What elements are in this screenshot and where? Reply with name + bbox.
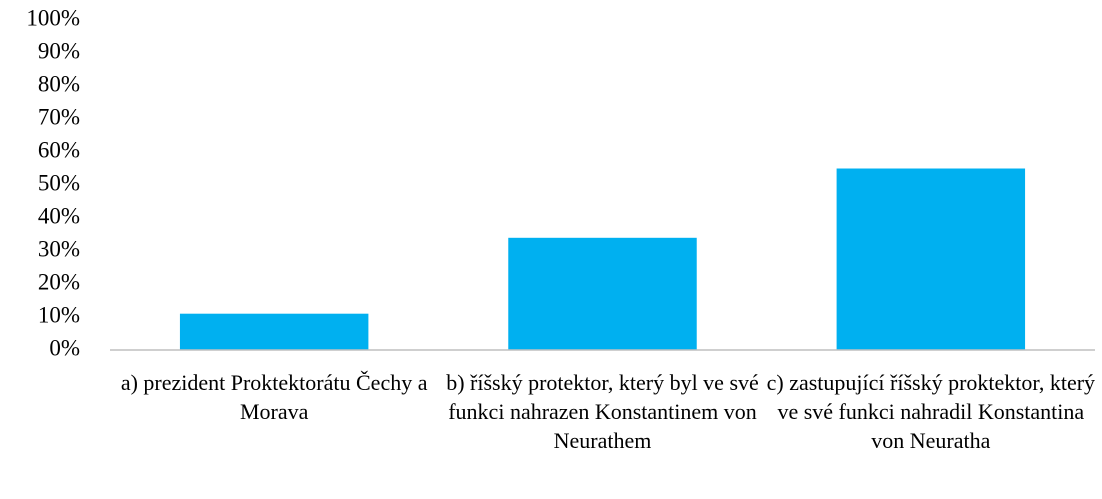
- y-tick-label: 0%: [49, 335, 80, 360]
- x-tick-label: b) říšský protektor, který byl ve své fu…: [446, 370, 759, 453]
- y-tick-label: 70%: [38, 104, 80, 129]
- x-tick-label: a) prezident Proktektorátu Čechy a Morav…: [120, 370, 428, 424]
- bar: [508, 237, 697, 350]
- bar: [179, 313, 369, 350]
- x-tick-label: c) zastupující říšský proktektor, který …: [766, 370, 1096, 453]
- bar: [836, 168, 1026, 350]
- y-tick-label: 30%: [38, 236, 80, 261]
- y-tick-label: 20%: [38, 269, 80, 294]
- y-tick-label: 60%: [38, 137, 80, 162]
- y-tick-label: 90%: [38, 38, 80, 63]
- y-tick-label: 100%: [26, 5, 80, 30]
- y-tick-label: 40%: [38, 203, 80, 228]
- y-tick-label: 10%: [38, 302, 80, 327]
- y-tick-label: 80%: [38, 71, 80, 96]
- y-tick-label: 50%: [38, 170, 80, 195]
